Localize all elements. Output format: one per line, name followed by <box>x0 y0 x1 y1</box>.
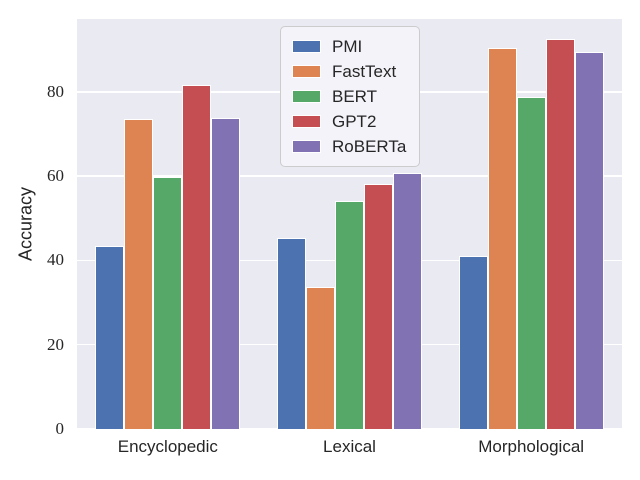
legend-swatch-fasttext <box>292 65 321 78</box>
y-tick-label: 60 <box>47 166 64 186</box>
legend-item-bert: BERT <box>292 84 408 109</box>
legend-label: BERT <box>332 87 378 106</box>
gridline <box>77 428 622 430</box>
bar-fasttext-encyclopedic <box>124 119 154 429</box>
bar-roberta-encyclopedic <box>211 118 241 429</box>
y-tick-label: 80 <box>47 81 64 101</box>
legend-swatch-pmi <box>292 40 321 53</box>
legend-label: RoBERTa <box>332 137 407 156</box>
legend-item-gpt2: GPT2 <box>292 109 408 134</box>
bar-pmi-lexical <box>276 237 306 429</box>
y-tick-label: 40 <box>47 250 64 270</box>
legend-label: GPT2 <box>332 112 377 131</box>
legend-item-fasttext: FastText <box>292 59 408 84</box>
legend: PMI FastText BERT GPT2 RoBERTa <box>280 26 420 167</box>
bar-gpt2-lexical <box>364 184 394 429</box>
y-tick-label: 0 <box>55 419 65 438</box>
bar-bert-morphological <box>516 97 546 429</box>
gridline <box>77 175 622 177</box>
legend-label: FastText <box>332 62 397 81</box>
legend-item-pmi: PMI <box>292 34 408 59</box>
bar-fasttext-lexical <box>305 287 335 429</box>
bar-bert-encyclopedic <box>153 176 183 429</box>
bar-roberta-lexical <box>393 173 423 429</box>
legend-swatch-bert <box>292 90 321 103</box>
bar-gpt2-encyclopedic <box>182 84 212 429</box>
legend-swatch-roberta <box>292 140 321 153</box>
legend-label: PMI <box>332 37 363 56</box>
legend-item-roberta: RoBERTa <box>292 134 408 159</box>
x-tick-label-lexical: Lexical <box>323 437 376 456</box>
legend-swatch-gpt2 <box>292 115 321 128</box>
bar-gpt2-morphological <box>545 39 575 429</box>
bar-bert-lexical <box>334 201 365 429</box>
bar-pmi-encyclopedic <box>95 246 125 429</box>
x-tick-label-encyclopedic: Encyclopedic <box>117 437 218 456</box>
bar-pmi-morphological <box>458 256 488 429</box>
bar-fasttext-morphological <box>487 48 517 429</box>
bar-roberta-morphological <box>574 52 604 429</box>
x-tick-label-morphological: Morphological <box>478 437 585 456</box>
y-tick-label: 20 <box>47 334 64 354</box>
